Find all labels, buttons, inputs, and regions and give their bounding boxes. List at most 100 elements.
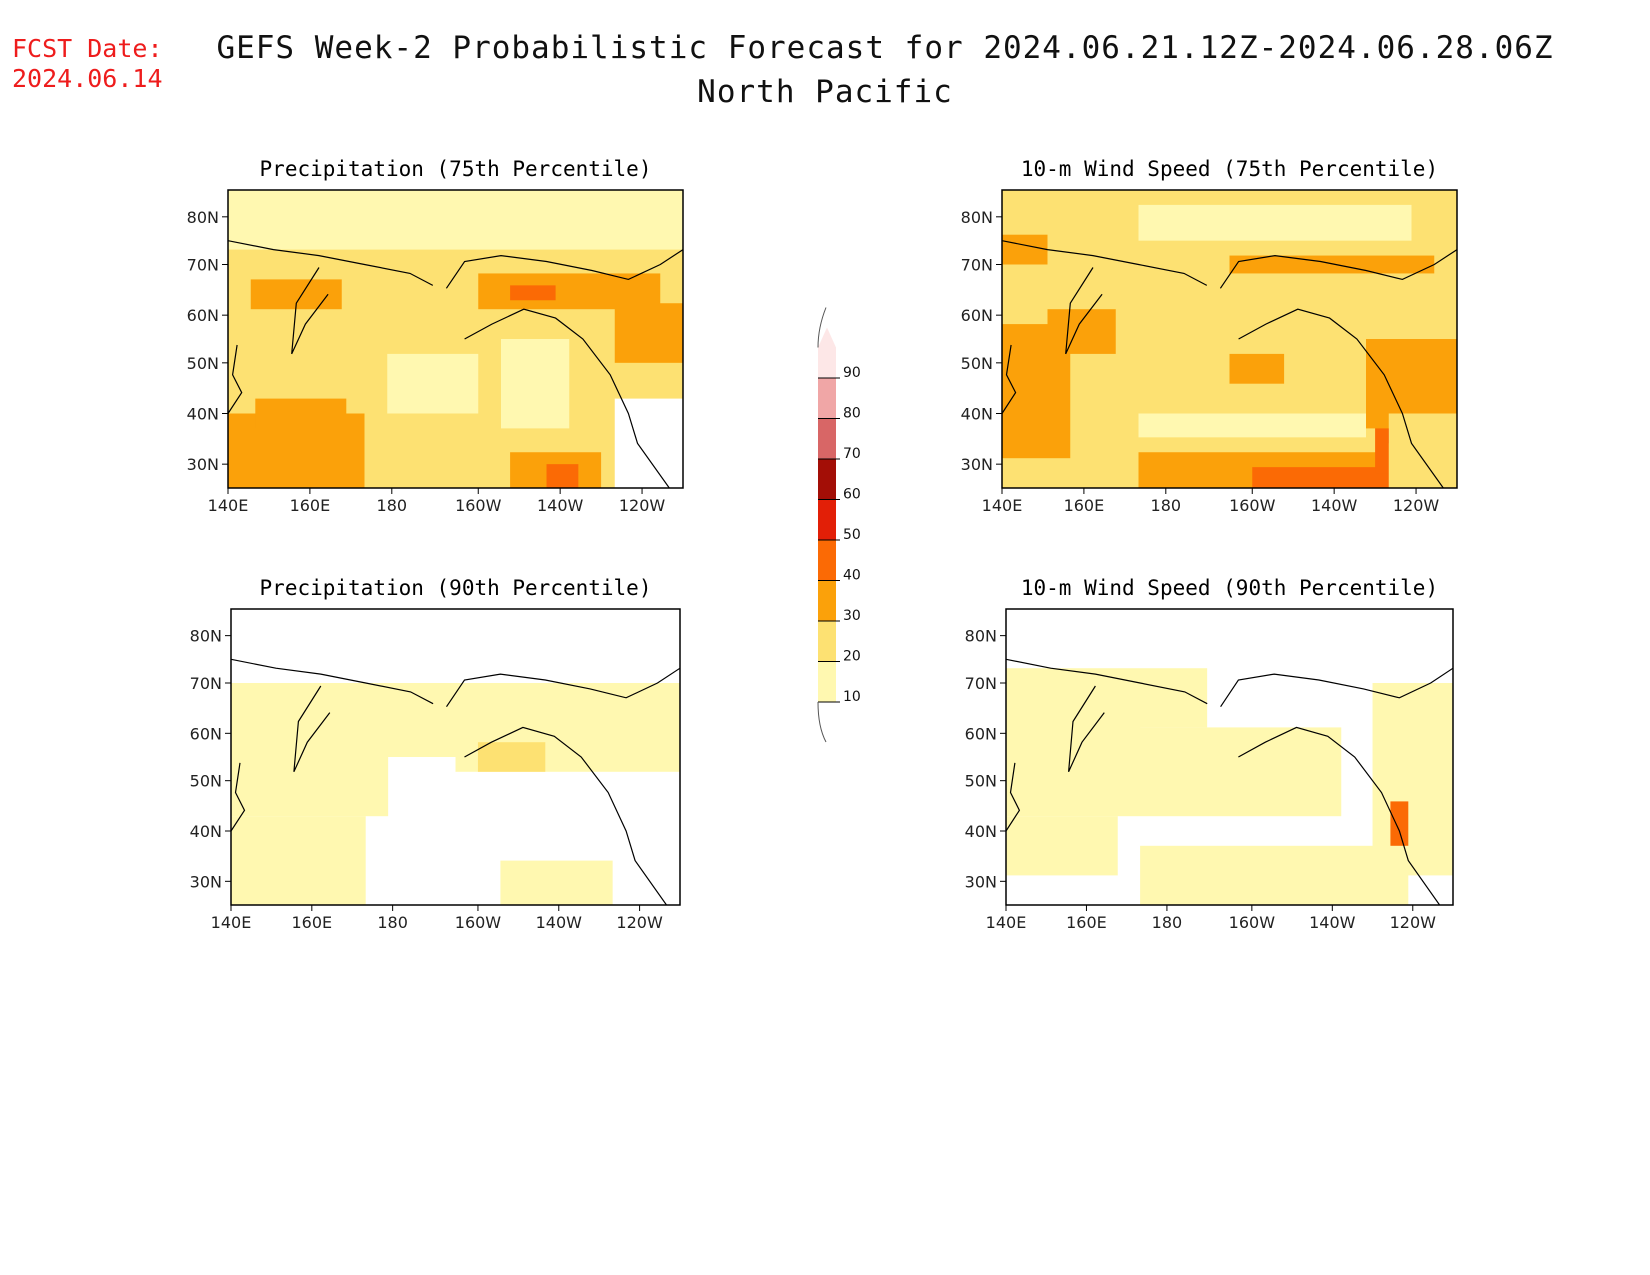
coastline — [464, 308, 670, 488]
lat-label: 40N — [965, 822, 997, 841]
colorbar-label: 80 — [843, 406, 861, 422]
lon-label: 120W — [1393, 496, 1440, 515]
lon-label: 120W — [1390, 913, 1437, 932]
probability-region — [614, 398, 683, 488]
panel-frame — [1005, 608, 1454, 906]
coastline — [231, 762, 246, 832]
probability-region — [546, 464, 579, 488]
lon-label: 160E — [291, 913, 332, 932]
probability-region — [1372, 683, 1453, 876]
colorbar-cell — [818, 580, 836, 621]
lat-label: 70N — [965, 674, 997, 693]
probability-region — [500, 860, 613, 905]
probability-region — [1140, 845, 1409, 905]
panel-title: Precipitation (75th Percentile) — [260, 157, 652, 181]
panel-title: Precipitation (90th Percentile) — [260, 576, 652, 600]
probability-region — [477, 742, 546, 772]
coastline — [1006, 658, 1208, 705]
colorbar-cell — [818, 661, 836, 702]
lat-label: 30N — [187, 455, 219, 474]
lon-label: 180 — [1151, 496, 1182, 515]
coastline — [1220, 667, 1453, 708]
lat-label: 60N — [187, 306, 219, 325]
lat-label: 80N — [965, 627, 997, 646]
probability-region — [1002, 234, 1048, 265]
lat-label: 60N — [961, 306, 993, 325]
probability-region — [1138, 294, 1230, 414]
lon-label: 180 — [377, 496, 408, 515]
lon-label: 140E — [208, 496, 249, 515]
map-panel-wind-90: 10-m Wind Speed (90th Percentile) 80N 70N 6… — [965, 576, 1454, 932]
coastline — [446, 667, 680, 708]
lat-label: 40N — [190, 822, 222, 841]
shaded-field — [1006, 609, 1453, 905]
forecast-date-label: FCST Date: 2024.06.14 — [12, 34, 163, 94]
coastline — [1068, 685, 1105, 773]
lon-label: 140W — [1309, 913, 1356, 932]
main-title: GEFS Week-2 Probabilistic Forecast for 2… — [216, 30, 1554, 66]
probability-region — [1388, 413, 1457, 488]
panel-frame — [230, 608, 681, 906]
colorbar-cell — [818, 418, 836, 459]
probability-region — [510, 285, 556, 301]
lon-label: 160W — [1229, 496, 1276, 515]
colorbar-edge — [817, 701, 827, 743]
map-panel-precip-75: Precipitation (75th Percentile) 80N 70N 60N… — [187, 157, 684, 515]
coastline — [1065, 267, 1103, 355]
probability-region — [255, 398, 347, 429]
lon-label: 160W — [1229, 913, 1276, 932]
colorbar-label: 70 — [843, 446, 861, 462]
shaded-field — [231, 609, 680, 905]
lon-label: 160E — [1064, 496, 1105, 515]
probability-region — [1138, 413, 1366, 438]
lat-label: 40N — [961, 405, 993, 424]
probability-region — [1006, 727, 1342, 817]
region-title: North Pacific — [697, 74, 953, 110]
colorbar-label: 10 — [843, 689, 861, 705]
lat-label: 80N — [187, 208, 219, 227]
probability-region — [1252, 467, 1412, 488]
lon-label: 160W — [455, 913, 502, 932]
coastline — [445, 249, 683, 289]
probability-region — [231, 816, 366, 905]
probability-region — [387, 353, 479, 414]
colorbar-cell — [818, 621, 836, 662]
lon-label: 140W — [537, 496, 584, 515]
lat-label: 50N — [965, 772, 997, 791]
colorbar-label: 60 — [843, 487, 861, 503]
colorbar: 10 20 30 40 50 60 70 80 90 — [817, 307, 861, 743]
fcst-date-value: 2024.06.14 — [12, 64, 163, 93]
lon-label: 140W — [1311, 496, 1358, 515]
colorbar-label: 50 — [843, 527, 861, 543]
coastline — [293, 685, 331, 773]
lon-label: 180 — [377, 913, 408, 932]
colorbar-label: 90 — [843, 365, 861, 381]
fcst-date-caption: FCST Date: — [12, 34, 163, 63]
lat-label: 30N — [190, 872, 222, 891]
colorbar-label: 30 — [843, 608, 861, 624]
probability-region — [1390, 801, 1409, 846]
probability-region — [231, 757, 389, 817]
lat-label: 80N — [190, 627, 222, 646]
panel-frame — [227, 189, 684, 489]
coastline — [291, 267, 329, 355]
lat-label: 30N — [965, 872, 997, 891]
lon-label: 180 — [1152, 913, 1183, 932]
coastline — [1238, 726, 1441, 905]
lon-label: 160E — [290, 496, 331, 515]
lat-label: 70N — [187, 256, 219, 275]
lon-label: 160W — [455, 496, 502, 515]
lon-label: 120W — [619, 496, 666, 515]
lat-label: 30N — [961, 455, 993, 474]
lon-label: 120W — [616, 913, 663, 932]
shaded-field — [228, 190, 683, 488]
map-panel-wind-75: 10-m Wind Speed (75th Percentile) 80N 70N 6… — [961, 157, 1458, 515]
lat-label: 80N — [961, 208, 993, 227]
lon-label: 160E — [1066, 913, 1107, 932]
coastline — [1006, 762, 1021, 832]
panel-frame — [1001, 189, 1458, 489]
lat-label: 50N — [190, 772, 222, 791]
colorbar-cell — [818, 459, 836, 500]
probability-region — [1229, 353, 1285, 384]
colorbar-label: 20 — [843, 649, 861, 665]
